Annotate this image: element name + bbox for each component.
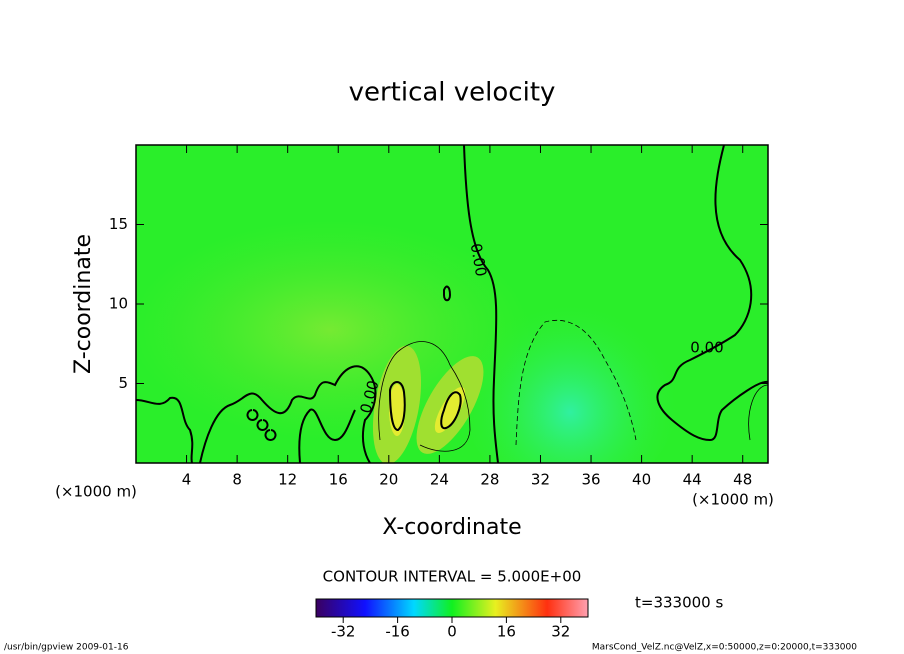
x-tick-label: 4 bbox=[182, 471, 192, 489]
x-tick-label: 16 bbox=[329, 471, 348, 489]
x-units: (×1000 m) bbox=[692, 491, 774, 509]
footer-right: MarsCond_VelZ.nc@VelZ,x=0:50000,z=0:2000… bbox=[592, 643, 857, 653]
y-axis-label: Z-coordinate bbox=[71, 234, 96, 374]
x-tick-label: 32 bbox=[531, 471, 550, 489]
x-tick-label: 24 bbox=[430, 471, 449, 489]
y-tick-label: 15 bbox=[109, 215, 128, 233]
chart-title: vertical velocity bbox=[349, 78, 556, 108]
colorbar-tick-label: -32 bbox=[331, 623, 356, 641]
y-tick-label: 10 bbox=[109, 295, 128, 313]
footer-left: /usr/bin/gpview 2009-01-16 bbox=[4, 643, 129, 653]
x-tick-label: 20 bbox=[379, 471, 398, 489]
field bbox=[136, 145, 768, 463]
time-label: t=333000 s bbox=[635, 594, 723, 612]
contour-label: 0.00 bbox=[467, 242, 491, 278]
x-tick-label: 8 bbox=[232, 471, 242, 489]
x-tick-label: 36 bbox=[581, 471, 600, 489]
y-tick-label: 5 bbox=[118, 374, 128, 392]
colorbar-tick-label: 0 bbox=[447, 623, 457, 641]
x-tick-label: 12 bbox=[278, 471, 297, 489]
colorbar-tick-label: -16 bbox=[385, 623, 410, 641]
x-tick-label: 28 bbox=[480, 471, 499, 489]
contour-interval: CONTOUR INTERVAL = 5.000E+00 bbox=[323, 568, 582, 586]
x-tick-label: 40 bbox=[632, 471, 651, 489]
contour-label: 0.00 bbox=[690, 339, 723, 357]
x-units: (×1000 m) bbox=[55, 483, 137, 501]
x-tick-label: 48 bbox=[733, 471, 752, 489]
x-tick-label: 44 bbox=[683, 471, 702, 489]
colorbar-tick-label: 32 bbox=[551, 623, 570, 641]
colorbar-tick-label: 16 bbox=[497, 623, 516, 641]
colorbar bbox=[315, 598, 589, 618]
x-axis-label: X-coordinate bbox=[382, 515, 521, 540]
